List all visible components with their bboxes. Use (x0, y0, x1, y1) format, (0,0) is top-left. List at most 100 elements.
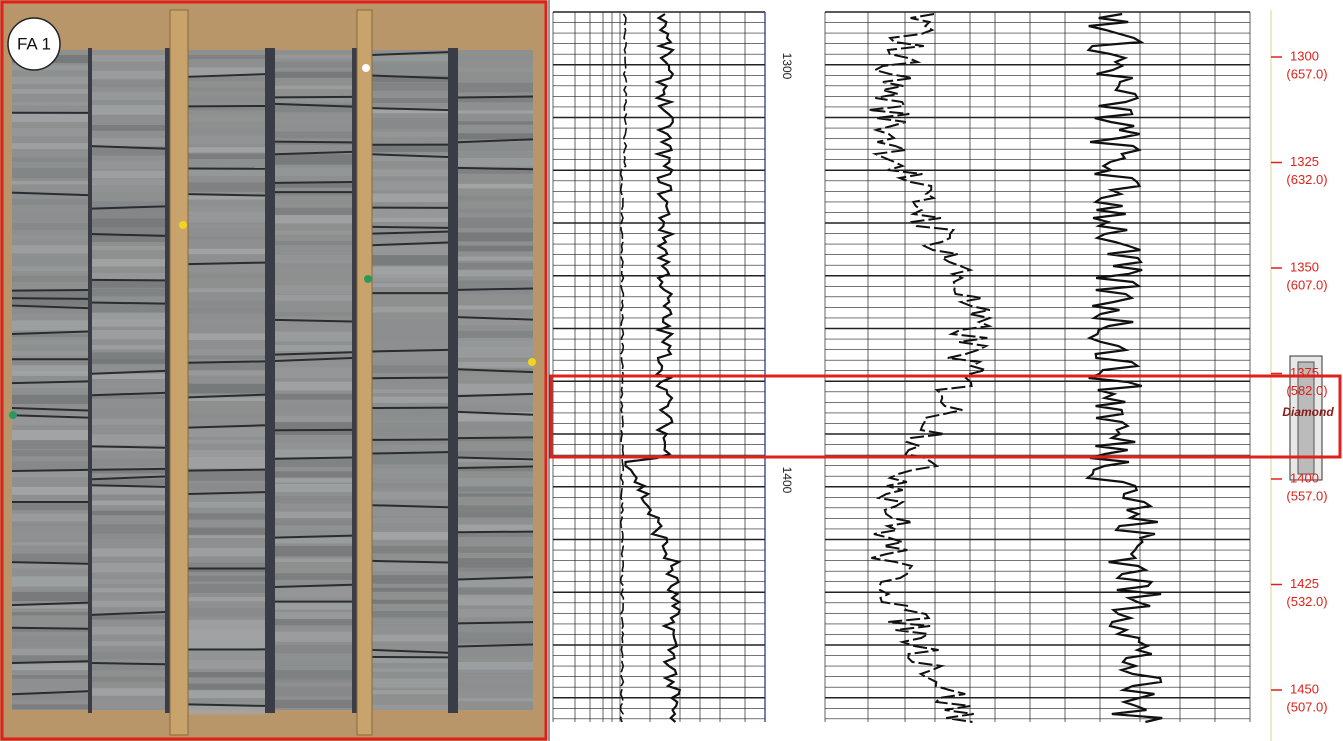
core-layer (92, 534, 165, 539)
core-layer (92, 374, 165, 379)
core-layer (275, 367, 352, 378)
core-layer (458, 306, 533, 310)
core-layer (92, 55, 165, 61)
core-layer (372, 83, 448, 91)
elevation-label: (657.0) (1286, 66, 1327, 81)
core-layer (275, 312, 352, 316)
core-layer (188, 55, 265, 59)
core-layer (92, 408, 165, 417)
core-layer (188, 672, 265, 677)
core-fracture (12, 628, 88, 629)
core-layer (92, 105, 165, 115)
core-layer (188, 650, 265, 660)
core-layer (188, 457, 265, 468)
core-layer (275, 394, 352, 400)
core-layer (372, 208, 448, 218)
core-layer (92, 700, 165, 708)
core-layer (92, 71, 165, 79)
core-layer (275, 478, 352, 483)
core-fracture (188, 470, 265, 471)
core-layer (275, 443, 352, 449)
core-layer (458, 632, 533, 639)
core-layer (92, 501, 165, 506)
core-layer (188, 301, 265, 307)
core-layer (372, 131, 448, 137)
core-layer (458, 110, 533, 113)
core-layer (12, 675, 88, 679)
core-layer (275, 295, 352, 301)
core-layer (92, 92, 165, 100)
core-fracture (92, 663, 165, 664)
log-depth-label: 1300 (780, 53, 794, 80)
box-partition (170, 10, 188, 735)
core-layer (372, 617, 448, 622)
core-layer (458, 270, 533, 277)
core-layer (458, 362, 533, 368)
core-layer (275, 459, 352, 467)
core-layer (12, 113, 88, 122)
core-layer (188, 182, 265, 191)
figure: FA 1 1300 1400 Diamond 1300(657.0)1325(6… (0, 0, 1343, 741)
core-layer (275, 62, 352, 68)
core-layer (188, 502, 265, 508)
core-layer (372, 145, 448, 152)
core-layer (372, 307, 448, 313)
core-layer (275, 700, 352, 708)
core-layer (372, 351, 448, 361)
core-layer (372, 483, 448, 488)
core-layer (92, 187, 165, 192)
core-layer (372, 705, 448, 710)
core-layer (458, 639, 533, 643)
core-layer (275, 658, 352, 666)
core-layer (458, 609, 533, 617)
core-layer (12, 471, 88, 477)
core-layer (12, 340, 88, 345)
core-layer (188, 154, 265, 159)
core-layer (92, 419, 165, 425)
core-layer (92, 601, 165, 608)
core-layer (458, 478, 533, 487)
core-layer (372, 181, 448, 191)
core-layer (188, 363, 265, 371)
core-layer (92, 563, 165, 573)
core-layer (275, 518, 352, 525)
core-layer (92, 330, 165, 339)
core-layer (188, 98, 265, 102)
core-layer (372, 63, 448, 74)
core-layer (372, 55, 448, 61)
core-layer (372, 255, 448, 265)
core-layer (188, 212, 265, 223)
core-layer (372, 546, 448, 554)
core-layer (12, 383, 88, 388)
core-pin (9, 411, 17, 419)
core-layer (458, 142, 533, 151)
core-divider (165, 48, 170, 713)
core-layer (458, 670, 533, 674)
core-layer (275, 269, 352, 272)
core-layer (458, 218, 533, 228)
core-fracture (188, 194, 265, 195)
elevation-label: (582.0) (1286, 383, 1327, 398)
core-layer (92, 588, 165, 592)
core-layer (372, 678, 448, 687)
core-layer (92, 384, 165, 388)
core-layer (188, 264, 265, 272)
core-column (275, 50, 352, 710)
core-layer (188, 318, 265, 324)
core-layer (275, 230, 352, 234)
core-layer (92, 160, 165, 169)
core-layer (188, 660, 265, 669)
depth-label: 1375 (1290, 365, 1319, 380)
core-layer (92, 179, 165, 185)
depth-label: 1300 (1290, 48, 1319, 63)
core-layer (275, 285, 352, 294)
core-fracture (12, 298, 88, 299)
core-layer (275, 255, 352, 263)
core-layer (275, 645, 352, 653)
core-layer (458, 579, 533, 588)
core-layer (275, 678, 352, 682)
core-layer (458, 567, 533, 572)
core-fracture (92, 446, 165, 447)
core-layer (188, 370, 265, 375)
core-layer (372, 454, 448, 465)
